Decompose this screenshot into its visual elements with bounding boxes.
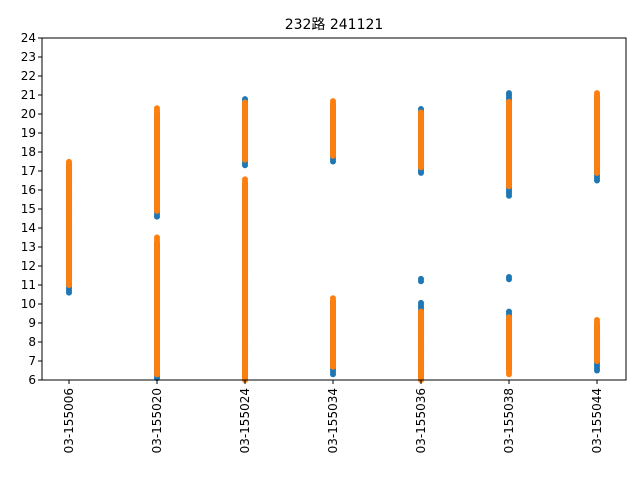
scatter-point — [66, 158, 72, 165]
y-tick-label: 24 — [21, 31, 36, 45]
scatter-point — [506, 98, 512, 105]
scatter-point — [154, 105, 160, 112]
x-tick-label: 03-155038 — [502, 388, 516, 453]
y-axis: 6 7 8 9 10 11 12 13 14 15 16 17 18 19 20 21 22 23 24 — [21, 31, 42, 387]
scatter-point — [154, 234, 160, 241]
x-axis: 03-155006 03-155020 03-155024 03-155034 03-1… — [62, 380, 604, 453]
scatter-point — [242, 99, 248, 106]
y-tick-label: 9 — [28, 316, 36, 330]
y-tick-label: 21 — [21, 88, 36, 102]
x-tick-label: 03-155024 — [238, 388, 252, 453]
y-tick-label: 15 — [21, 202, 36, 216]
chart-title: 232路 241121 — [285, 17, 384, 33]
scatter-point — [594, 316, 600, 323]
scatter-point — [330, 295, 336, 302]
scatter-point — [242, 176, 248, 183]
series-series-orange — [66, 90, 600, 383]
scatter-point — [594, 90, 600, 97]
scatter-point — [506, 314, 512, 321]
scatter-point — [418, 275, 424, 282]
y-tick-label: 17 — [21, 164, 36, 178]
x-tick-label: 03-155036 — [414, 388, 428, 453]
marks-layer — [66, 90, 600, 383]
scatter-point — [418, 299, 424, 306]
x-tick-label: 03-155044 — [590, 388, 604, 453]
scatter-point — [506, 90, 512, 97]
y-tick-label: 7 — [28, 354, 36, 368]
y-tick-label: 18 — [21, 145, 36, 159]
y-tick-label: 6 — [28, 373, 36, 387]
x-tick-label: 03-155006 — [62, 388, 76, 453]
y-tick-label: 11 — [21, 278, 36, 292]
y-tick-label: 22 — [21, 69, 36, 83]
y-tick-label: 14 — [21, 221, 36, 235]
y-tick-label: 20 — [21, 107, 36, 121]
y-tick-label: 13 — [21, 240, 36, 254]
scatter-point — [506, 274, 512, 281]
y-tick-label: 16 — [21, 183, 36, 197]
x-tick-label: 03-155034 — [326, 388, 340, 453]
scatter-point — [330, 98, 336, 105]
x-tick-label: 03-155020 — [150, 388, 164, 453]
y-tick-label: 23 — [21, 50, 36, 64]
y-tick-label: 10 — [21, 297, 36, 311]
scatter-point — [418, 109, 424, 116]
y-tick-label: 19 — [21, 126, 36, 140]
y-tick-label: 8 — [28, 335, 36, 349]
y-tick-label: 12 — [21, 259, 36, 273]
scatter-point — [418, 308, 424, 315]
scatter-point — [506, 308, 512, 315]
